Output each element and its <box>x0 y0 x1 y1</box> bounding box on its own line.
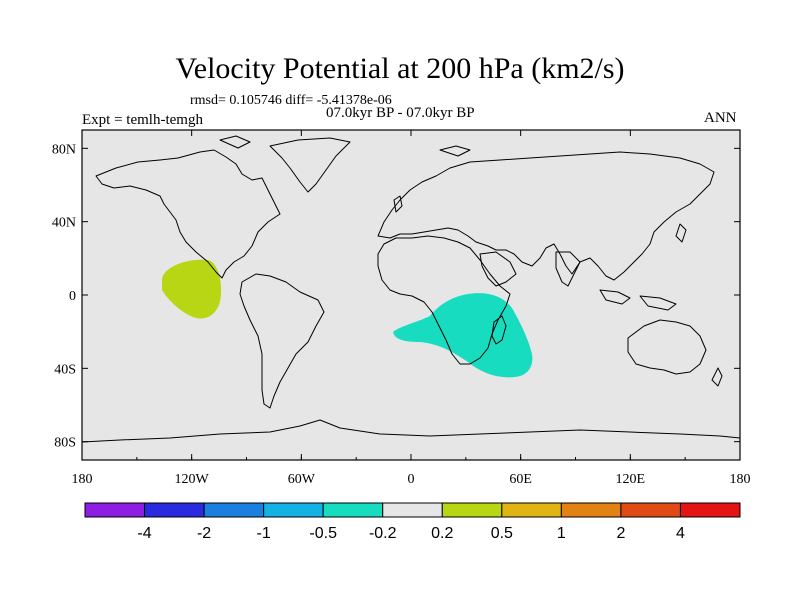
colorbar-label: -2 <box>197 525 211 542</box>
colorbar-swatch <box>144 502 205 518</box>
colorbar-label: 2 <box>616 525 625 542</box>
lon-tick-label: 0 <box>408 472 415 487</box>
negative-anomaly-region <box>393 293 533 378</box>
colorbar-label: -0.5 <box>309 525 337 542</box>
colorbar-label: -1 <box>257 525 271 542</box>
lon-tick-label: 60E <box>509 472 532 487</box>
lon-tick-label: 60W <box>288 472 316 487</box>
lon-tick-label: 180 <box>730 472 751 487</box>
colorbar-label: -0.2 <box>369 525 397 542</box>
colorbar-swatch <box>84 502 146 518</box>
colorbar-swatch <box>263 502 324 518</box>
stats-label: rmsd= 0.105746 diff= -5.41378e-06 <box>190 93 392 108</box>
colorbar-swatch <box>620 502 681 518</box>
colorbar-swatch <box>203 502 265 518</box>
colorbar-swatch <box>322 502 384 518</box>
colorbar: -4 -2 -1 -0.5 -0.2 0.2 0.5 1 2 4 <box>84 502 741 542</box>
lat-tick-label: 80S <box>54 436 76 451</box>
lon-tick-label: 120W <box>175 472 210 487</box>
lat-tick-label: 80N <box>52 142 76 157</box>
lat-tick-label: 40N <box>52 216 76 231</box>
plot-title: Velocity Potential at 200 hPa (km2/s) <box>175 52 625 85</box>
coastlines <box>81 135 741 443</box>
lat-tick-label: 40S <box>54 362 76 377</box>
colorbar-swatch <box>441 502 503 518</box>
colorbar-label: 0.5 <box>491 525 513 542</box>
experiment-label: Expt = temlh-temgh <box>82 112 203 128</box>
colorbar-swatch <box>560 502 622 518</box>
period-subtitle: 07.0kyr BP - 07.0kyr BP <box>326 105 475 121</box>
colorbar-swatch <box>382 502 443 518</box>
colorbar-label: 1 <box>557 525 566 542</box>
colorbar-label: 0.2 <box>431 525 453 542</box>
colorbar-swatch <box>679 502 741 518</box>
lat-tick-label: 0 <box>69 289 76 304</box>
lon-tick-label: 180 <box>72 472 93 487</box>
season-label: ANN <box>704 110 737 126</box>
longitude-axis: 180 120W 60W 0 60E 120E 180 <box>72 130 751 487</box>
positive-anomaly-region <box>162 259 222 319</box>
colorbar-label: -4 <box>137 525 151 542</box>
latitude-axis: 80N 40N 0 40S 80S <box>52 142 740 451</box>
lon-tick-label: 120E <box>616 472 646 487</box>
colorbar-swatch <box>501 502 562 518</box>
colorbar-label: 4 <box>676 525 685 542</box>
